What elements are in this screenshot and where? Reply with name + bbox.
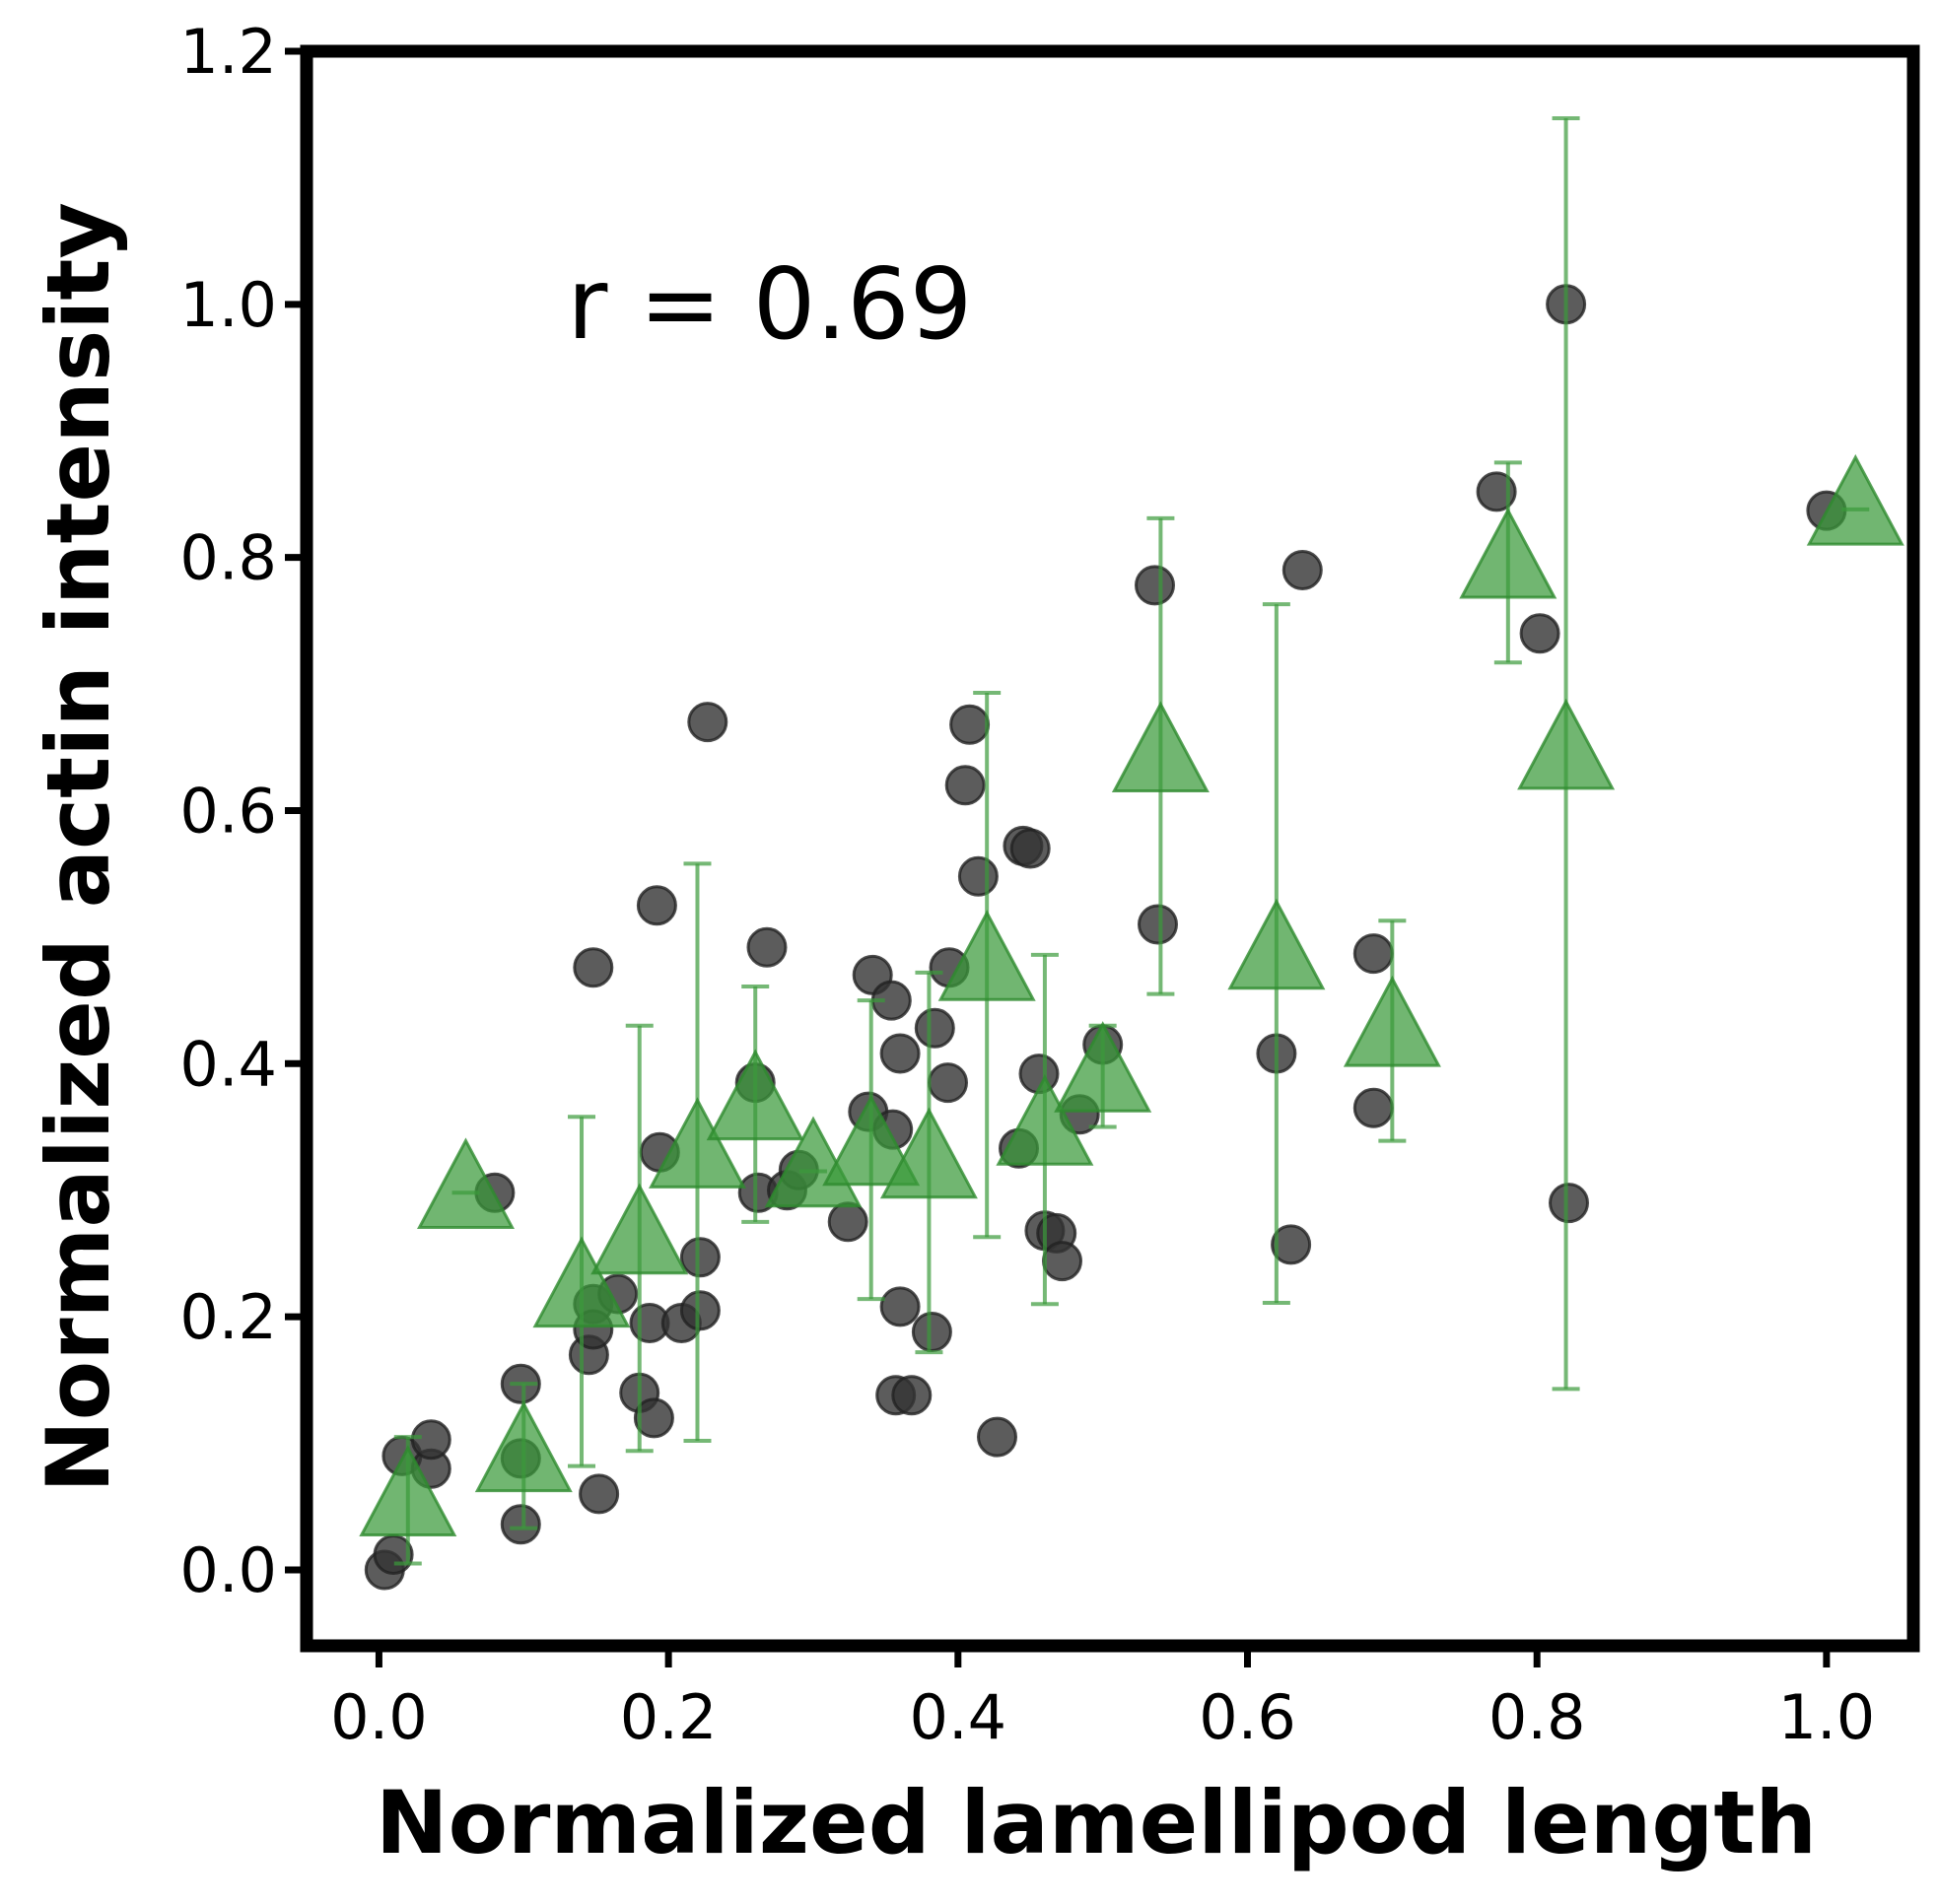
plot-background [307, 51, 1913, 1646]
y-tick-label: 0.8 [179, 522, 277, 594]
cell-point [1009, 828, 1051, 869]
mean-marker [822, 1094, 921, 1187]
cell-point [957, 855, 999, 897]
mean-marker [1459, 507, 1557, 599]
cell-point [687, 702, 728, 743]
cell-point [977, 1416, 1017, 1458]
cell-point [879, 1033, 921, 1074]
cell-point [928, 1062, 968, 1104]
mean-marker [1227, 898, 1326, 990]
y-tick-label: 0.6 [179, 775, 277, 847]
mean-marker [1111, 701, 1210, 792]
mean-marker [1343, 975, 1441, 1067]
x-tick-label: 1.0 [1778, 1681, 1876, 1753]
mean-marker [648, 1097, 747, 1189]
mean-marker [996, 1074, 1094, 1166]
cell-point [636, 885, 677, 926]
plot-area [307, 51, 1913, 1646]
x-tick-label: 0.2 [620, 1681, 718, 1753]
x-axis-title: Normalized lamellipod length [376, 1772, 1817, 1873]
y-tick-label: 0.2 [179, 1281, 277, 1353]
cell-point [500, 1504, 541, 1545]
cell-point [1138, 904, 1178, 945]
cell-point [1281, 550, 1323, 590]
plot-frame [300, 44, 1920, 1653]
cell-point [1519, 613, 1560, 654]
cell-point [1271, 1224, 1312, 1265]
x-tick-label: 0.8 [1488, 1681, 1586, 1753]
cell-point [1352, 933, 1394, 975]
mean-marker [532, 1236, 631, 1328]
y-axis-title: Normalized actin intensity [28, 202, 129, 1493]
cell-point [579, 1473, 620, 1515]
cell-point [1549, 1183, 1589, 1224]
y-tick-label: 0.0 [179, 1534, 277, 1606]
cell-point [746, 926, 788, 968]
mean-marker [706, 1049, 804, 1141]
y-tick-label: 0.4 [179, 1028, 277, 1100]
cell-point [633, 1397, 674, 1439]
correlation-annotation: r = 0.69 [567, 246, 972, 362]
mean-markers-group [359, 116, 1904, 1566]
y-tick-label: 1.2 [179, 16, 277, 88]
cell-point [410, 1419, 451, 1461]
mean-marker [359, 1445, 457, 1536]
cell-point [1476, 471, 1517, 512]
y-tick-label: 1.0 [179, 269, 277, 341]
cell-point [827, 1201, 868, 1243]
mean-marker [590, 1183, 689, 1275]
cell-point [1352, 1087, 1394, 1128]
mean-marker [937, 910, 1036, 1001]
cell-point [679, 1237, 721, 1278]
cell-point [879, 1286, 921, 1327]
mean-marker [474, 1400, 573, 1493]
cell-point [891, 1375, 933, 1416]
cell-point [944, 765, 986, 806]
mean-marker [1054, 1021, 1152, 1113]
cell-point [1042, 1241, 1082, 1282]
x-tick-label: 0.0 [330, 1681, 428, 1753]
cell-point [911, 1312, 952, 1352]
x-tick-label: 0.6 [1199, 1681, 1296, 1753]
cell-point [914, 1007, 955, 1049]
mean-marker [1806, 453, 1904, 546]
cell-point [573, 947, 614, 988]
axes-group: 0.0 0.2 0.4 0.6 0.8 1.0 0.0 0.2 0.4 0.6 0.8 1.0 1.2 [179, 16, 1920, 1753]
mean-marker [1517, 698, 1616, 790]
mean-marker [879, 1107, 978, 1199]
cell-point [1135, 565, 1175, 606]
x-tick-label: 0.4 [910, 1681, 1007, 1753]
mean-marker [416, 1137, 516, 1229]
cell-point [679, 1290, 721, 1331]
cell-point [949, 704, 991, 745]
